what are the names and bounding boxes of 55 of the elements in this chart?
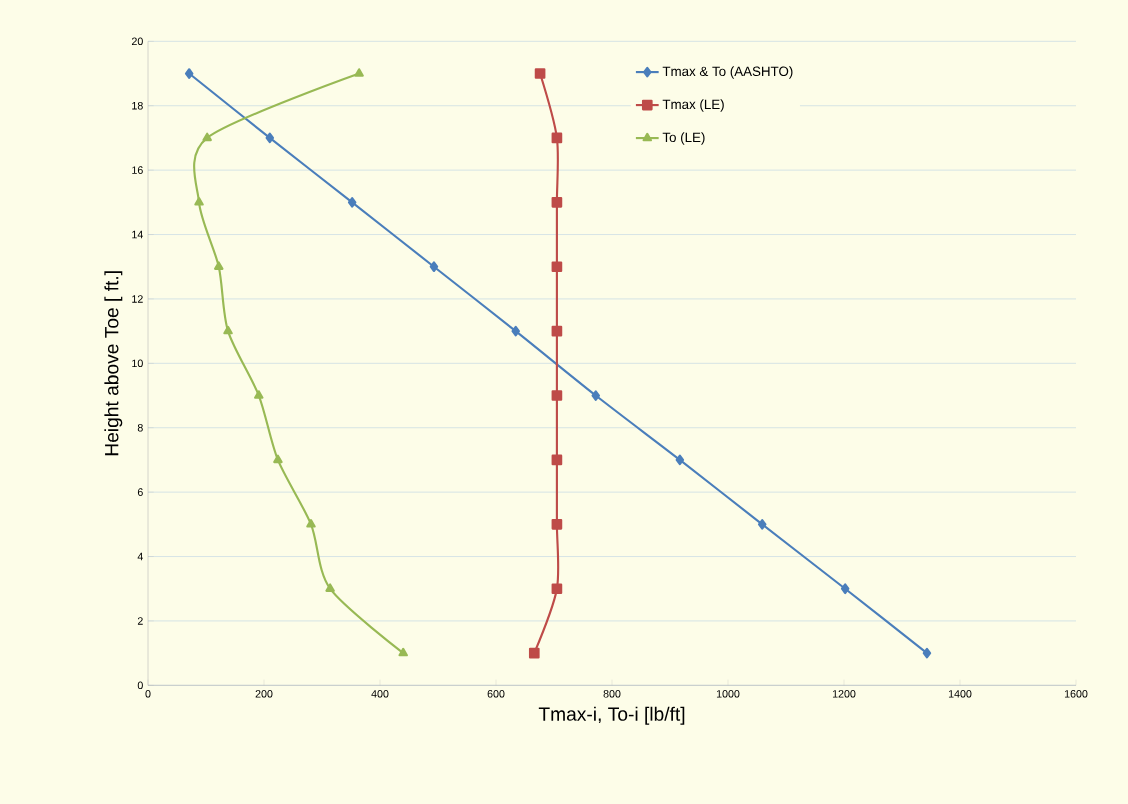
- point: [757, 519, 767, 530]
- point: [511, 325, 520, 337]
- y-tick-label: 2: [137, 617, 143, 625]
- x-tick-label: 600: [487, 690, 505, 698]
- point: [194, 196, 204, 206]
- y-tick-label: 10: [132, 359, 143, 368]
- y-tick-label: 12: [132, 295, 143, 303]
- y-axis-title: Height above Toe [ ft.]: [104, 271, 123, 456]
- legend-label: Tmax & To (AASHTO): [662, 66, 793, 79]
- y-tick-label: 0: [137, 681, 143, 690]
- point: [551, 519, 563, 530]
- point: [840, 583, 850, 595]
- x-tick-label: 1200: [832, 690, 856, 698]
- point: [398, 647, 408, 657]
- x-tick-label: 400: [371, 690, 389, 698]
- y-tick-label: 4: [137, 552, 143, 561]
- point: [202, 132, 212, 142]
- point: [273, 454, 283, 464]
- point: [551, 132, 563, 144]
- x-tick-label: 0: [145, 690, 151, 698]
- x-tick-label: 1400: [948, 690, 972, 698]
- point: [922, 647, 932, 659]
- y-tick-label: 20: [131, 37, 143, 46]
- point: [551, 261, 563, 273]
- legend-label: Tmax (LE): [662, 99, 724, 112]
- point: [214, 261, 224, 270]
- point: [347, 196, 357, 208]
- point: [551, 196, 563, 208]
- point: [325, 583, 335, 592]
- point: [551, 390, 563, 401]
- point: [675, 454, 685, 466]
- x-tick-label: 200: [255, 690, 273, 698]
- y-tick-label: 16: [132, 166, 143, 174]
- point: [551, 583, 563, 595]
- y-tick-label: 18: [132, 101, 143, 110]
- point: [528, 647, 540, 659]
- point: [591, 390, 601, 401]
- x-tick-label: 1600: [1064, 690, 1088, 698]
- y-tick-label: 6: [137, 488, 143, 496]
- point: [184, 68, 194, 79]
- point: [354, 68, 364, 77]
- x-axis-title: Tmax-i, To-i [lb/ft]: [538, 706, 685, 725]
- x-tick-label: 1000: [716, 690, 740, 698]
- y-tick-label: 8: [137, 423, 143, 432]
- point: [223, 325, 233, 335]
- point: [534, 68, 546, 79]
- point: [429, 261, 439, 273]
- point: [551, 325, 563, 337]
- legend-label: To (LE): [662, 132, 705, 145]
- x-tick-label: 800: [603, 690, 621, 698]
- point: [551, 454, 563, 466]
- point: [265, 132, 275, 144]
- y-tick-label: 14: [132, 230, 143, 239]
- point: [306, 519, 316, 528]
- point: [254, 390, 264, 399]
